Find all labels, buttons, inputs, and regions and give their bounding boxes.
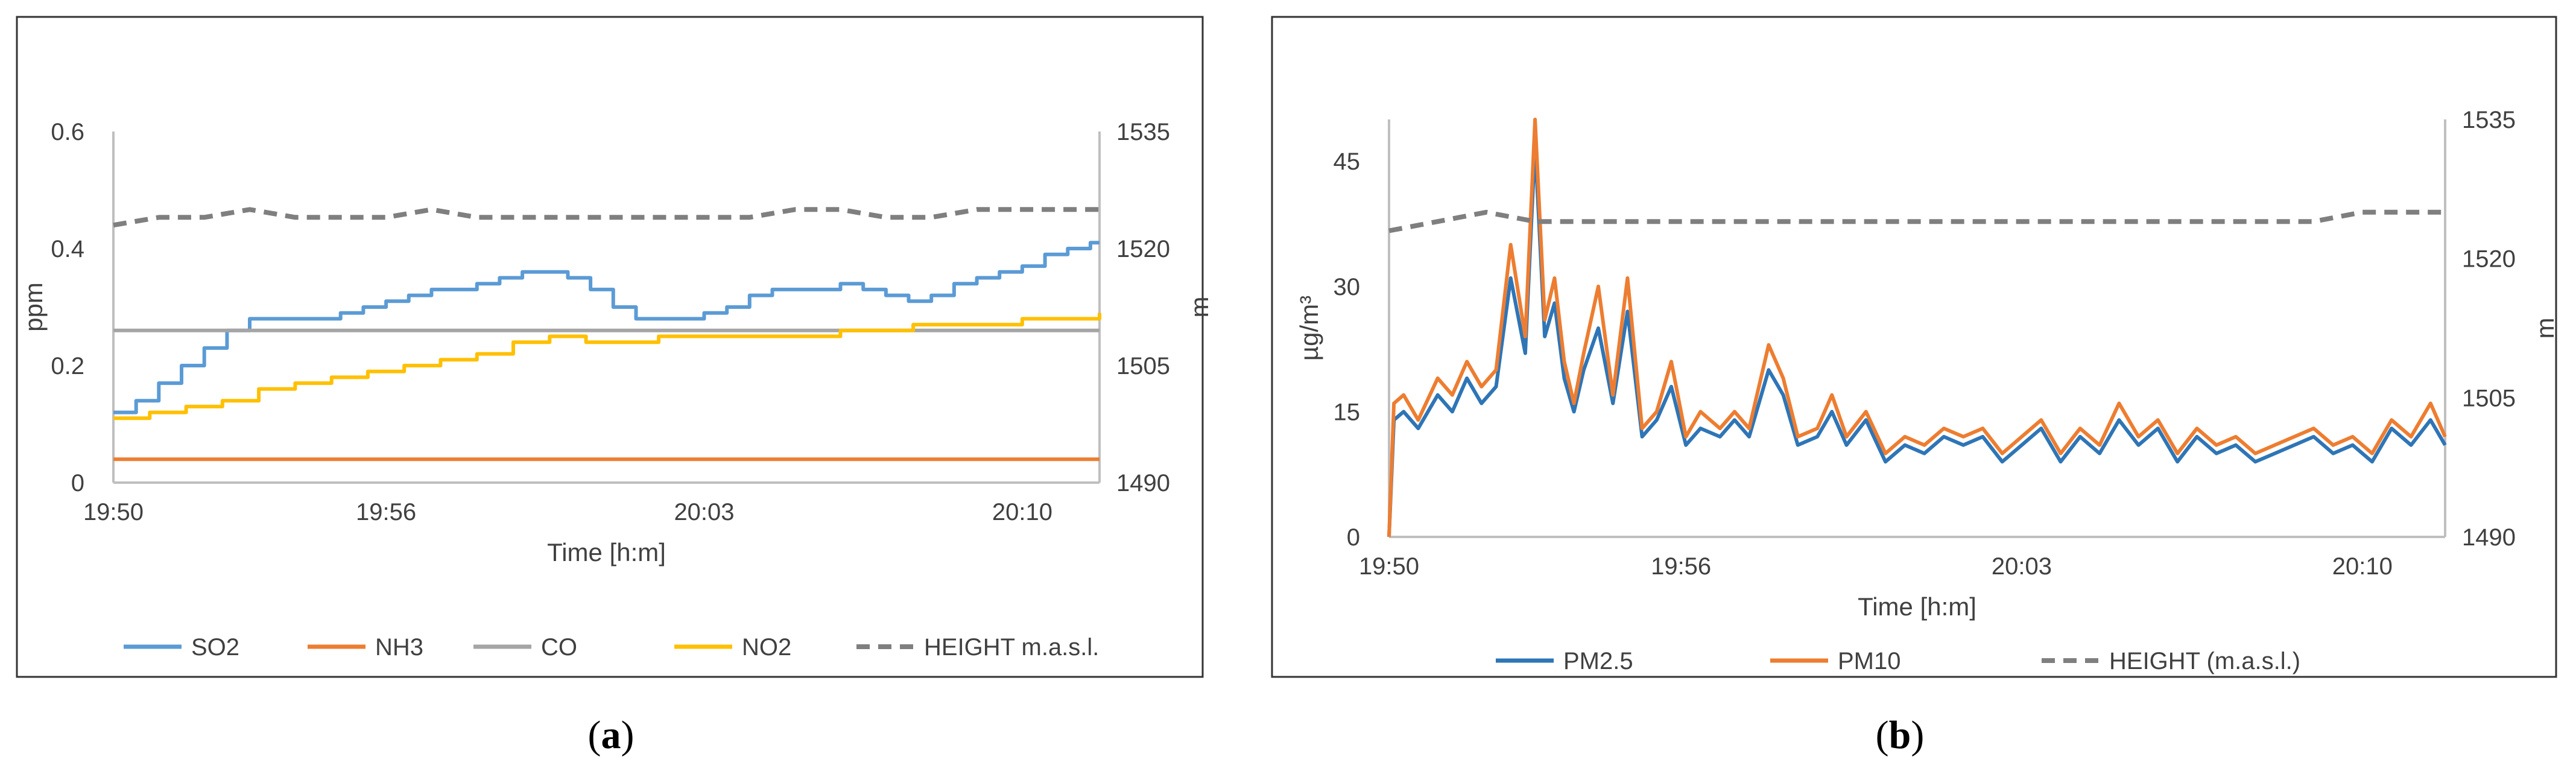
y-tick-label: 0.6 — [51, 119, 84, 145]
x-tick-label: 19:50 — [83, 499, 144, 525]
panel-frame — [16, 16, 1204, 678]
y2-tick-label: 1535 — [2462, 107, 2516, 133]
panel-frame — [1271, 16, 2557, 678]
caption-letter: b — [1889, 713, 1911, 757]
y2-tick-label: 1520 — [2462, 246, 2516, 273]
x-axis-title: Time [h:m] — [547, 538, 666, 566]
legend-label: PM10 — [1838, 648, 1901, 674]
y2-tick-label: 1505 — [1116, 353, 1170, 379]
y2-axis-title: m — [1185, 297, 1214, 318]
legend-label: PM2.5 — [1563, 648, 1633, 674]
y-axis-title: µg/m³ — [1295, 296, 1323, 361]
x-tick-label: 19:56 — [1651, 553, 1711, 580]
caption-letter: a — [601, 713, 621, 757]
x-axis-title: Time [h:m] — [1858, 592, 1976, 621]
series-line-so2 — [113, 241, 1100, 414]
y-tick-label: 30 — [1334, 274, 1361, 300]
series-line-pm10 — [1387, 118, 2447, 538]
x-tick-label: 20:03 — [1992, 553, 2052, 580]
y2-tick-label: 1535 — [1116, 119, 1170, 145]
series-line-height-m-a-s-l- — [1388, 209, 2445, 233]
y-tick-label: 15 — [1334, 399, 1361, 425]
legend-label: HEIGHT (m.a.s.l.) — [2109, 648, 2300, 674]
y-tick-label: 0 — [1347, 524, 1360, 551]
y-tick-label: 0.4 — [51, 236, 84, 262]
panel-caption: (b) — [1876, 713, 1925, 757]
y2-tick-label: 1505 — [2462, 385, 2516, 411]
panel-caption: (a) — [588, 713, 635, 757]
x-tick-label: 20:10 — [2332, 553, 2393, 580]
x-tick-label: 20:10 — [992, 499, 1052, 525]
legend-label: NO2 — [742, 634, 791, 661]
legend-label: NH3 — [375, 634, 423, 661]
y-tick-label: 0 — [71, 470, 84, 496]
series-line-no2 — [113, 312, 1101, 420]
legend-label: HEIGHT m.a.s.l. — [924, 634, 1099, 661]
y-tick-label: 0.2 — [51, 353, 84, 379]
y2-tick-label: 1520 — [1116, 236, 1170, 262]
y-axis-title: ppm — [19, 282, 48, 332]
y2-tick-label: 1490 — [1116, 470, 1170, 496]
y-tick-label: 45 — [1334, 148, 1361, 175]
x-tick-label: 20:03 — [674, 499, 734, 525]
legend-label: CO — [541, 634, 577, 661]
x-tick-label: 19:56 — [356, 499, 416, 525]
series-line-height-m-a-s-l- — [113, 207, 1100, 228]
chart-panel-b: 0 15 30 45 1490 1505 1520 1535 19:50 19:56 20:03 20… — [1271, 16, 2559, 757]
y2-tick-label: 1490 — [2462, 524, 2516, 551]
y2-axis-title: m — [2531, 318, 2559, 339]
x-tick-label: 19:50 — [1359, 553, 1419, 580]
chart-panel-a: 0 0.2 0.4 0.6 1490 1505 1520 1535 19:50 19:56 20:0… — [16, 16, 1214, 757]
legend-label: SO2 — [191, 634, 239, 661]
